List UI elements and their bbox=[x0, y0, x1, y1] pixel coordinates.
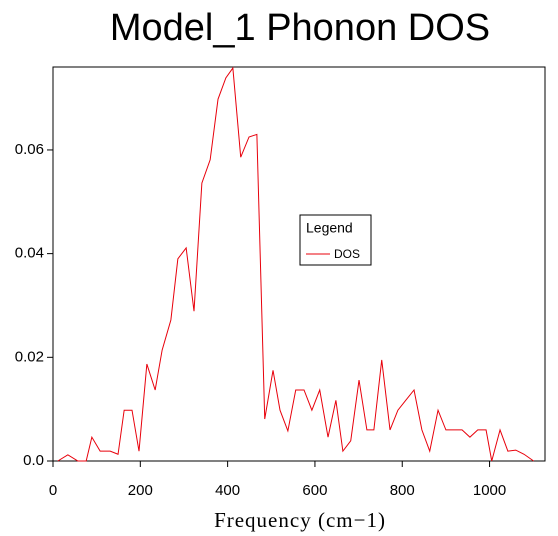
x-tick-label: 400 bbox=[215, 482, 240, 499]
x-tick-label: 600 bbox=[302, 482, 327, 499]
legend-title: Legend bbox=[306, 220, 353, 236]
chart-title: Model_1 Phonon DOS bbox=[110, 7, 490, 49]
data-line bbox=[57, 66, 534, 462]
x-tick-label: 0 bbox=[49, 482, 57, 499]
y-tick-label: 0.0 bbox=[23, 452, 44, 469]
x-tick-label: 200 bbox=[128, 482, 153, 499]
legend: Legend DOS bbox=[299, 214, 372, 266]
plot-frame bbox=[52, 66, 546, 462]
x-tick-label: 1000 bbox=[473, 482, 506, 499]
x-axis-label: Frequency (cm−1) bbox=[214, 508, 386, 532]
y-tick-label: 0.06 bbox=[15, 141, 44, 158]
y-tick-label: 0.02 bbox=[15, 348, 44, 365]
legend-box bbox=[299, 214, 372, 266]
y-tick-label: 0.04 bbox=[15, 245, 44, 262]
x-tick-label: 800 bbox=[390, 482, 415, 499]
legend-label: DOS bbox=[334, 247, 360, 261]
